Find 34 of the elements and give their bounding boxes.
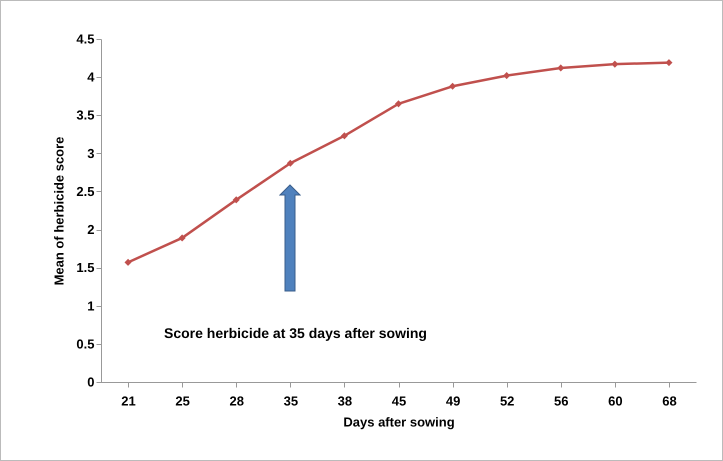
point: [340, 132, 348, 140]
y-tick-label: 2.5: [76, 184, 94, 199]
y-tick-label: 4.5: [76, 32, 94, 46]
point: [449, 82, 456, 90]
point: [286, 160, 294, 167]
x-tick-label: 60: [608, 394, 623, 408]
y-tick-label: 4: [87, 70, 96, 85]
point: [611, 60, 618, 68]
point: [557, 64, 564, 72]
annotation: Score herbicide at 35 days after sowing: [164, 325, 427, 341]
y-tick-label: 0.5: [76, 336, 94, 352]
x-tick-label: 68: [662, 394, 677, 408]
point: [503, 72, 510, 80]
point: [178, 234, 186, 242]
y-tick-label: 3: [87, 146, 94, 161]
y-tick-label: 3.5: [76, 108, 94, 123]
x-tick-label: 25: [175, 394, 190, 408]
x-axis-title: Days after sowing: [343, 414, 455, 430]
y-tick-label: 1.5: [76, 260, 94, 276]
x-tick-label: 45: [392, 394, 406, 408]
y-tick-label: 1: [87, 298, 94, 314]
point: [232, 196, 240, 204]
y-tick-label: 0: [87, 374, 94, 390]
point: [394, 100, 402, 108]
point: [124, 258, 132, 266]
x-tick-label: 21: [121, 394, 136, 408]
y-axis-title: Mean of herbicide score: [51, 136, 66, 286]
x-tick-label: 35: [284, 394, 298, 408]
x-tick-label: 52: [500, 394, 514, 408]
x-tick-label: 56: [554, 394, 569, 408]
y-tick-label: 2: [87, 222, 94, 238]
x-tick-label: 38: [338, 394, 352, 408]
x-tick-label: 49: [446, 394, 460, 408]
x-tick-label: 28: [229, 394, 244, 408]
